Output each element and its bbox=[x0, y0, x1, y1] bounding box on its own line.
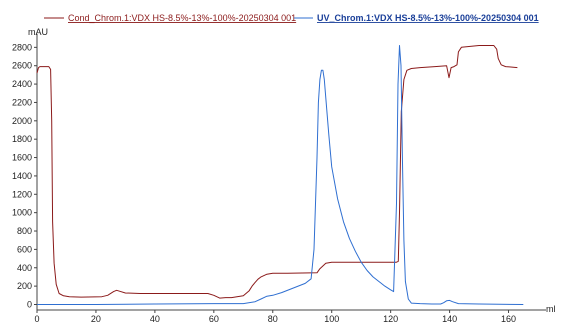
legend: Cond_Chrom.1:VDX HS-8.5%-13%-100%-202503… bbox=[44, 13, 539, 23]
x-tick-label: 120 bbox=[383, 314, 398, 322]
x-tick-label: 100 bbox=[324, 314, 339, 322]
x-tick-label: 80 bbox=[268, 314, 278, 322]
y-tick-label: 2000 bbox=[12, 116, 32, 126]
y-tick-label: 1600 bbox=[12, 153, 32, 163]
plot-series bbox=[36, 45, 524, 305]
legend-label-uv: UV_Chrom.1:VDX HS-8.5%-13%-100%-20250304… bbox=[317, 13, 539, 23]
y-tick-label: 2400 bbox=[12, 79, 32, 89]
series-line-cond bbox=[36, 45, 518, 299]
x-tick-label: 60 bbox=[209, 314, 219, 322]
y-tick-label: 1200 bbox=[12, 189, 32, 199]
y-tick-label: 2800 bbox=[12, 42, 32, 52]
y-tick-label: 800 bbox=[17, 226, 32, 236]
x-tick-label: 140 bbox=[442, 314, 457, 322]
legend-label-cond: Cond_Chrom.1:VDX HS-8.5%-13%-100%-202503… bbox=[68, 13, 296, 23]
y-tick-label: 400 bbox=[17, 263, 32, 273]
y-tick-label: 600 bbox=[17, 244, 32, 254]
y-tick-label: 2200 bbox=[12, 97, 32, 107]
y-tick-label: 2600 bbox=[12, 61, 32, 71]
x-tick-label: 40 bbox=[150, 314, 160, 322]
x-ticks: 0 20 40 60 80 100 120 140 160 bbox=[34, 310, 516, 322]
y-tick-label: 0 bbox=[27, 299, 32, 309]
y-tick-label: 1000 bbox=[12, 208, 32, 218]
y-ticks: 0 200 400 600 800 1000 1200 1400 1600 1800 2000 220… bbox=[12, 42, 37, 309]
x-tick-label: 0 bbox=[34, 314, 39, 322]
y-unit-label: mAU bbox=[28, 27, 48, 37]
y-tick-label: 1400 bbox=[12, 171, 32, 181]
x-tick-label: 20 bbox=[91, 314, 101, 322]
x-unit-label: ml bbox=[546, 304, 556, 314]
x-tick-label: 160 bbox=[501, 314, 516, 322]
y-tick-label: 200 bbox=[17, 281, 32, 291]
y-tick-label: 1800 bbox=[12, 134, 32, 144]
series-line-uv bbox=[37, 45, 524, 305]
